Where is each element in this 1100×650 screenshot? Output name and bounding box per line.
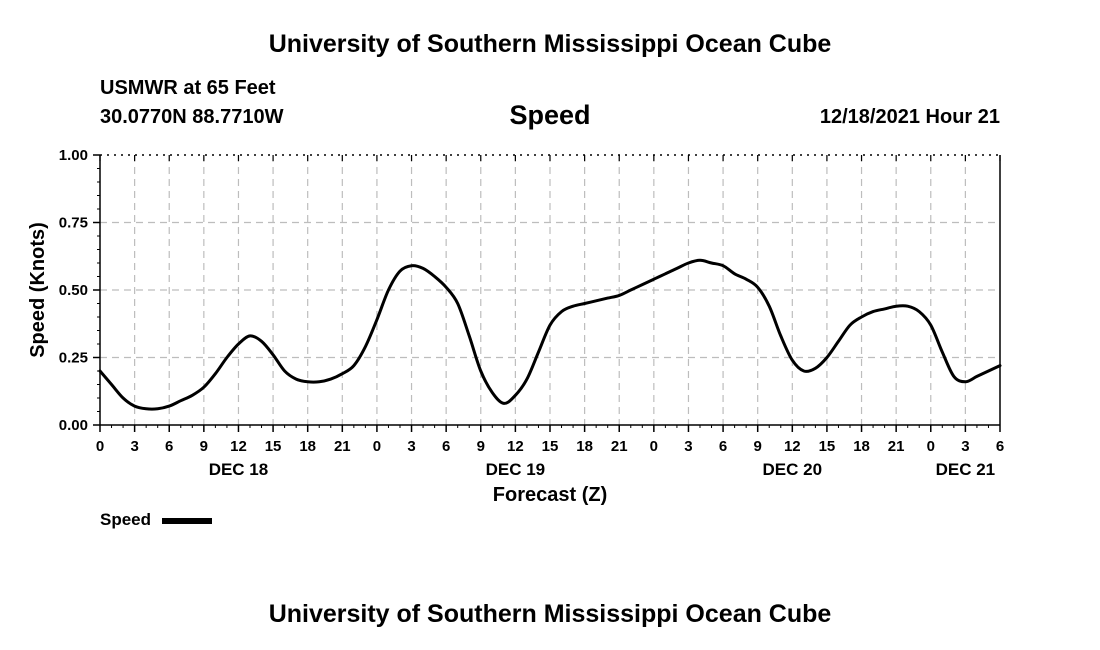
x-tick-label: 9 bbox=[200, 438, 208, 455]
x-tick-label: 15 bbox=[265, 438, 282, 455]
plot-title: Speed bbox=[509, 100, 591, 130]
x-tick-label: 12 bbox=[230, 438, 247, 455]
x-tick-label: 6 bbox=[165, 438, 173, 455]
x-tick-label: 0 bbox=[927, 438, 935, 455]
x-tick-label: 3 bbox=[961, 438, 969, 455]
label-layer: 0 3 6 9 12 15 18 21 0 3 6 9 12 15 18 21 0 3 6 9 12 15 18 21 0 3 6 0… bbox=[27, 147, 1004, 506]
series-line-speed bbox=[98, 258, 1002, 411]
x-tick-label: 21 bbox=[611, 438, 628, 455]
y-tick-label: 1.00 bbox=[59, 147, 88, 164]
x-axis-title: Forecast (Z) bbox=[493, 484, 607, 506]
date-label: DEC 19 bbox=[486, 460, 546, 479]
x-tick-label: 21 bbox=[334, 438, 351, 455]
y-tick-label: 0.00 bbox=[59, 417, 88, 434]
legend-swatch bbox=[162, 518, 212, 524]
series-layer bbox=[98, 258, 1002, 411]
station-label: USMWR at 65 Feet bbox=[100, 77, 276, 99]
y-tick-label: 0.25 bbox=[59, 350, 88, 367]
date-label: DEC 20 bbox=[763, 460, 823, 479]
grid-layer bbox=[100, 154, 1000, 425]
page-title-top: University of Southern Mississippi Ocean… bbox=[268, 30, 832, 58]
x-tick-label: 6 bbox=[996, 438, 1004, 455]
x-tick-label: 15 bbox=[819, 438, 836, 455]
x-tick-label: 9 bbox=[477, 438, 485, 455]
x-tick-label: 3 bbox=[684, 438, 692, 455]
x-tick-label: 0 bbox=[650, 438, 658, 455]
y-axis-title: Speed (Knots) bbox=[27, 222, 49, 358]
x-tick-label: 6 bbox=[442, 438, 450, 455]
x-tick-label: 18 bbox=[299, 438, 316, 455]
legend-label: Speed bbox=[100, 510, 152, 529]
forecast-timestamp: 12/18/2021 Hour 21 bbox=[819, 106, 1000, 128]
page-title-bottom: University of Southern Mississippi Ocean… bbox=[268, 600, 832, 628]
y-tick-label: 0.75 bbox=[59, 215, 88, 232]
x-tick-label: 12 bbox=[784, 438, 801, 455]
x-tick-label: 0 bbox=[373, 438, 381, 455]
x-tick-label: 12 bbox=[507, 438, 524, 455]
date-label: DEC 18 bbox=[209, 460, 269, 479]
axes-layer bbox=[93, 154, 1001, 432]
x-tick-label: 3 bbox=[130, 438, 138, 455]
x-tick-label: 18 bbox=[576, 438, 593, 455]
x-tick-label: 9 bbox=[754, 438, 762, 455]
x-tick-label: 3 bbox=[407, 438, 415, 455]
x-tick-label: 18 bbox=[853, 438, 870, 455]
date-label: DEC 21 bbox=[936, 460, 996, 479]
x-tick-label: 21 bbox=[888, 438, 905, 455]
y-tick-label: 0.50 bbox=[59, 282, 88, 299]
x-tick-label: 0 bbox=[96, 438, 104, 455]
x-tick-label: 6 bbox=[719, 438, 727, 455]
x-tick-label: 15 bbox=[542, 438, 559, 455]
station-coordinates: 30.0770N 88.7710W bbox=[100, 106, 284, 128]
